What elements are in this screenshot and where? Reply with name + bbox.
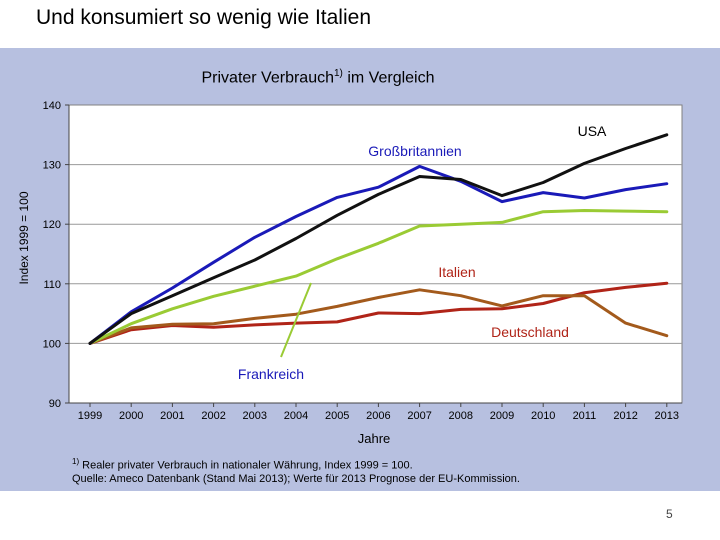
y-tick-label: 100 (43, 338, 61, 350)
y-tick-label: 130 (43, 160, 61, 172)
label-usa: USA (578, 123, 607, 139)
y-tick-label: 140 (43, 100, 61, 112)
x-tick-label: 2011 (573, 410, 597, 422)
slide-title: Und konsumiert so wenig wie Italien (36, 6, 371, 29)
chart-title: Privater Verbrauch1) im Vergleich (201, 68, 435, 87)
label-italien: Italien (438, 264, 475, 280)
page-number: 5 (666, 507, 673, 521)
label-frankreich: Frankreich (238, 366, 304, 382)
x-tick-label: 2006 (366, 410, 390, 422)
footnote-source: Quelle: Ameco Datenbank (Stand Mai 2013)… (72, 472, 520, 485)
frankreich-pointer-line (280, 282, 312, 358)
label-deutschland: Deutschland (491, 324, 569, 340)
x-tick-label: 2013 (655, 410, 679, 422)
series-line-frankreich (88, 288, 669, 345)
series-line-italien (88, 209, 669, 345)
x-tick-label: 2001 (160, 410, 184, 422)
footnote: 1) Realer privater Verbrauch in national… (72, 455, 520, 486)
x-axis-label: Jahre (358, 431, 391, 446)
y-tick-label: 110 (43, 279, 61, 291)
x-tick-label: 2009 (490, 410, 514, 422)
y-axis-label: Index 1999 = 100 (17, 191, 31, 284)
series-line-usa (88, 133, 669, 345)
x-tick-label: 2004 (284, 410, 308, 422)
x-tick-label: 2012 (613, 410, 637, 422)
x-tick-label: 2007 (407, 410, 431, 422)
label-grossbritannien: Großbritannien (368, 143, 461, 159)
x-tick-label: 1999 (78, 410, 102, 422)
x-tick-label: 2000 (119, 410, 143, 422)
x-tick-label: 2002 (201, 410, 225, 422)
x-tick-label: 2008 (449, 410, 473, 422)
series-line-grossbritannien (88, 164, 669, 345)
y-tick-label: 120 (43, 219, 61, 231)
x-tick-label: 2005 (325, 410, 349, 422)
footnote-line-1: 1) Realer privater Verbrauch in national… (72, 457, 413, 472)
y-tick-label: 90 (49, 398, 61, 410)
x-tick-label: 2003 (243, 410, 267, 422)
x-tick-label: 2010 (531, 410, 555, 422)
